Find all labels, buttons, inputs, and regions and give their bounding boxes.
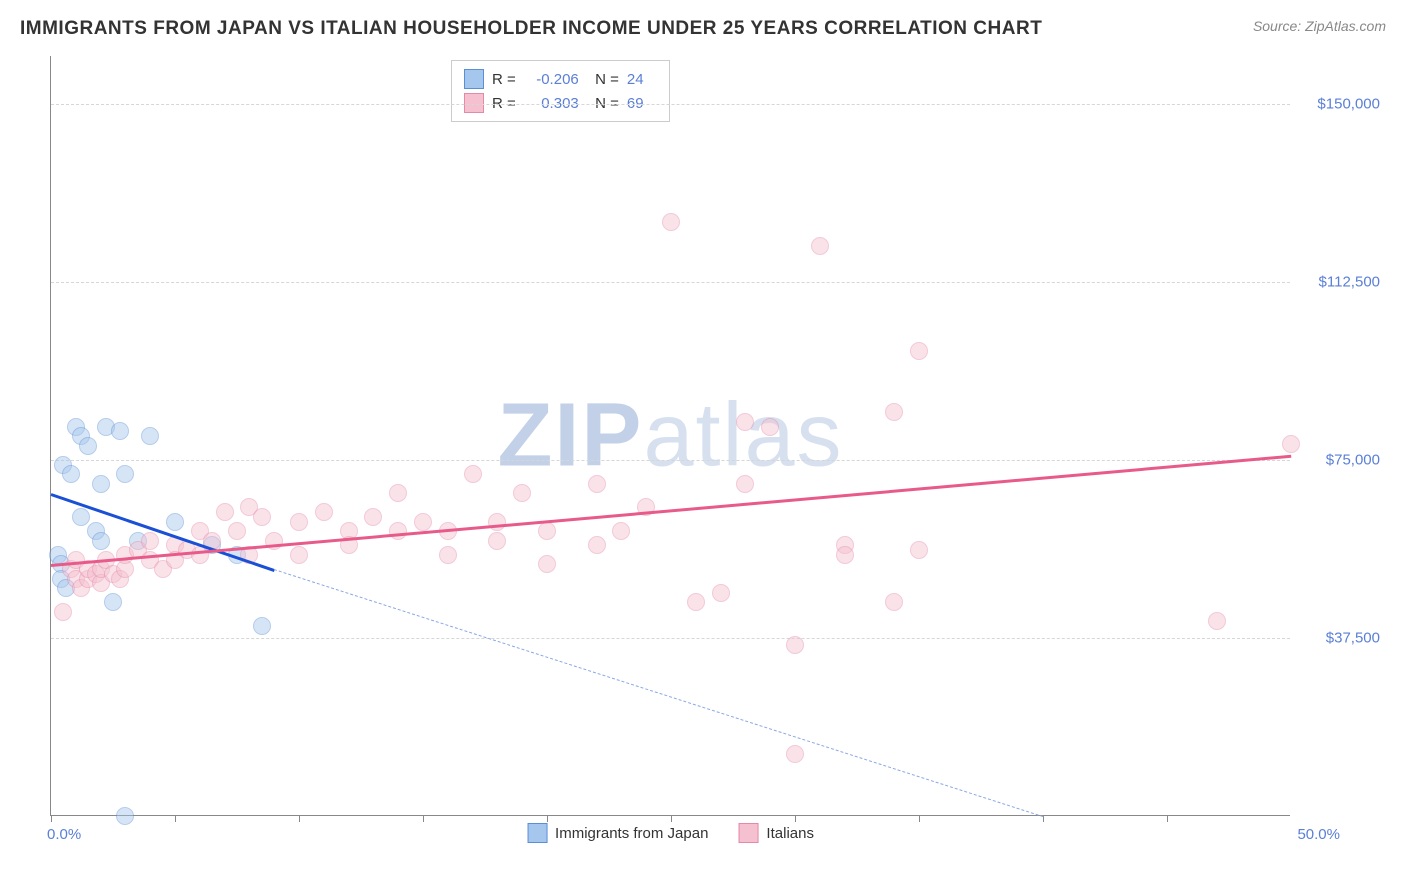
data-point-italian [538, 522, 556, 540]
data-point-italian [290, 513, 308, 531]
series-legend-japan: Immigrants from Japan [527, 823, 708, 843]
chart-source: Source: ZipAtlas.com [1253, 18, 1386, 34]
x-tick [51, 815, 52, 822]
chart-header: IMMIGRANTS FROM JAPAN VS ITALIAN HOUSEHO… [0, 0, 1406, 46]
x-tick [795, 815, 796, 822]
data-point-italian [1208, 612, 1226, 630]
data-point-italian [315, 503, 333, 521]
data-point-italian [364, 508, 382, 526]
plot-region: ZIPatlas R = -0.206 N = 24 R = 0.303 N =… [50, 56, 1290, 816]
data-point-italian [761, 418, 779, 436]
data-point-italian [538, 555, 556, 573]
data-point-italian [290, 546, 308, 564]
data-point-italian [811, 237, 829, 255]
y-tick-label: $75,000 [1300, 451, 1380, 468]
data-point-italian [736, 413, 754, 431]
x-tick [919, 815, 920, 822]
data-point-italian [414, 513, 432, 531]
data-point-italian [216, 503, 234, 521]
data-point-japan [72, 508, 90, 526]
gridline-h [51, 460, 1290, 461]
data-point-japan [141, 427, 159, 445]
x-tick [1043, 815, 1044, 822]
series-legend: Immigrants from Japan Italians [527, 823, 814, 843]
data-point-japan [92, 475, 110, 493]
data-point-italian [885, 593, 903, 611]
y-tick-label: $37,500 [1300, 629, 1380, 646]
data-point-italian [588, 475, 606, 493]
data-point-italian [464, 465, 482, 483]
correlation-legend: R = -0.206 N = 24 R = 0.303 N = 69 [451, 60, 670, 122]
data-point-italian [253, 508, 271, 526]
data-point-japan [62, 465, 80, 483]
data-point-italian [1282, 435, 1300, 453]
x-tick [423, 815, 424, 822]
data-point-japan [79, 437, 97, 455]
x-tick [1167, 815, 1168, 822]
data-point-japan [116, 465, 134, 483]
chart-area: ZIPatlas R = -0.206 N = 24 R = 0.303 N =… [50, 56, 1290, 816]
watermark: ZIPatlas [497, 384, 843, 487]
series-swatch-italian [738, 823, 758, 843]
data-point-japan [111, 422, 129, 440]
gridline-h [51, 104, 1290, 105]
data-point-japan [116, 807, 134, 825]
data-point-japan [253, 617, 271, 635]
legend-row-japan: R = -0.206 N = 24 [464, 67, 657, 91]
data-point-italian [228, 522, 246, 540]
data-point-italian [786, 636, 804, 654]
data-point-italian [389, 522, 407, 540]
data-point-italian [910, 342, 928, 360]
data-point-italian [786, 745, 804, 763]
gridline-h [51, 282, 1290, 283]
data-point-italian [612, 522, 630, 540]
data-point-japan [104, 593, 122, 611]
y-tick-label: $150,000 [1300, 95, 1380, 112]
data-point-italian [736, 475, 754, 493]
data-point-italian [836, 546, 854, 564]
chart-title: IMMIGRANTS FROM JAPAN VS ITALIAN HOUSEHO… [20, 18, 1042, 40]
data-point-italian [712, 584, 730, 602]
data-point-japan [92, 532, 110, 550]
x-min-label: 0.0% [47, 826, 81, 843]
data-point-italian [687, 593, 705, 611]
y-tick-label: $112,500 [1300, 273, 1380, 290]
x-tick [547, 815, 548, 822]
x-max-label: 50.0% [1297, 826, 1340, 843]
data-point-italian [910, 541, 928, 559]
series-swatch-japan [527, 823, 547, 843]
data-point-italian [141, 532, 159, 550]
data-point-italian [439, 546, 457, 564]
data-point-italian [488, 532, 506, 550]
data-point-italian [389, 484, 407, 502]
x-tick [175, 815, 176, 822]
trendline-italian [51, 455, 1291, 567]
data-point-italian [662, 213, 680, 231]
legend-swatch-japan [464, 69, 484, 89]
data-point-japan [166, 513, 184, 531]
x-tick [299, 815, 300, 822]
x-tick [671, 815, 672, 822]
data-point-italian [513, 484, 531, 502]
data-point-italian [588, 536, 606, 554]
trendline-japan-dashed [274, 569, 1043, 817]
data-point-italian [54, 603, 72, 621]
gridline-h [51, 638, 1290, 639]
series-legend-italian: Italians [738, 823, 814, 843]
data-point-italian [885, 403, 903, 421]
